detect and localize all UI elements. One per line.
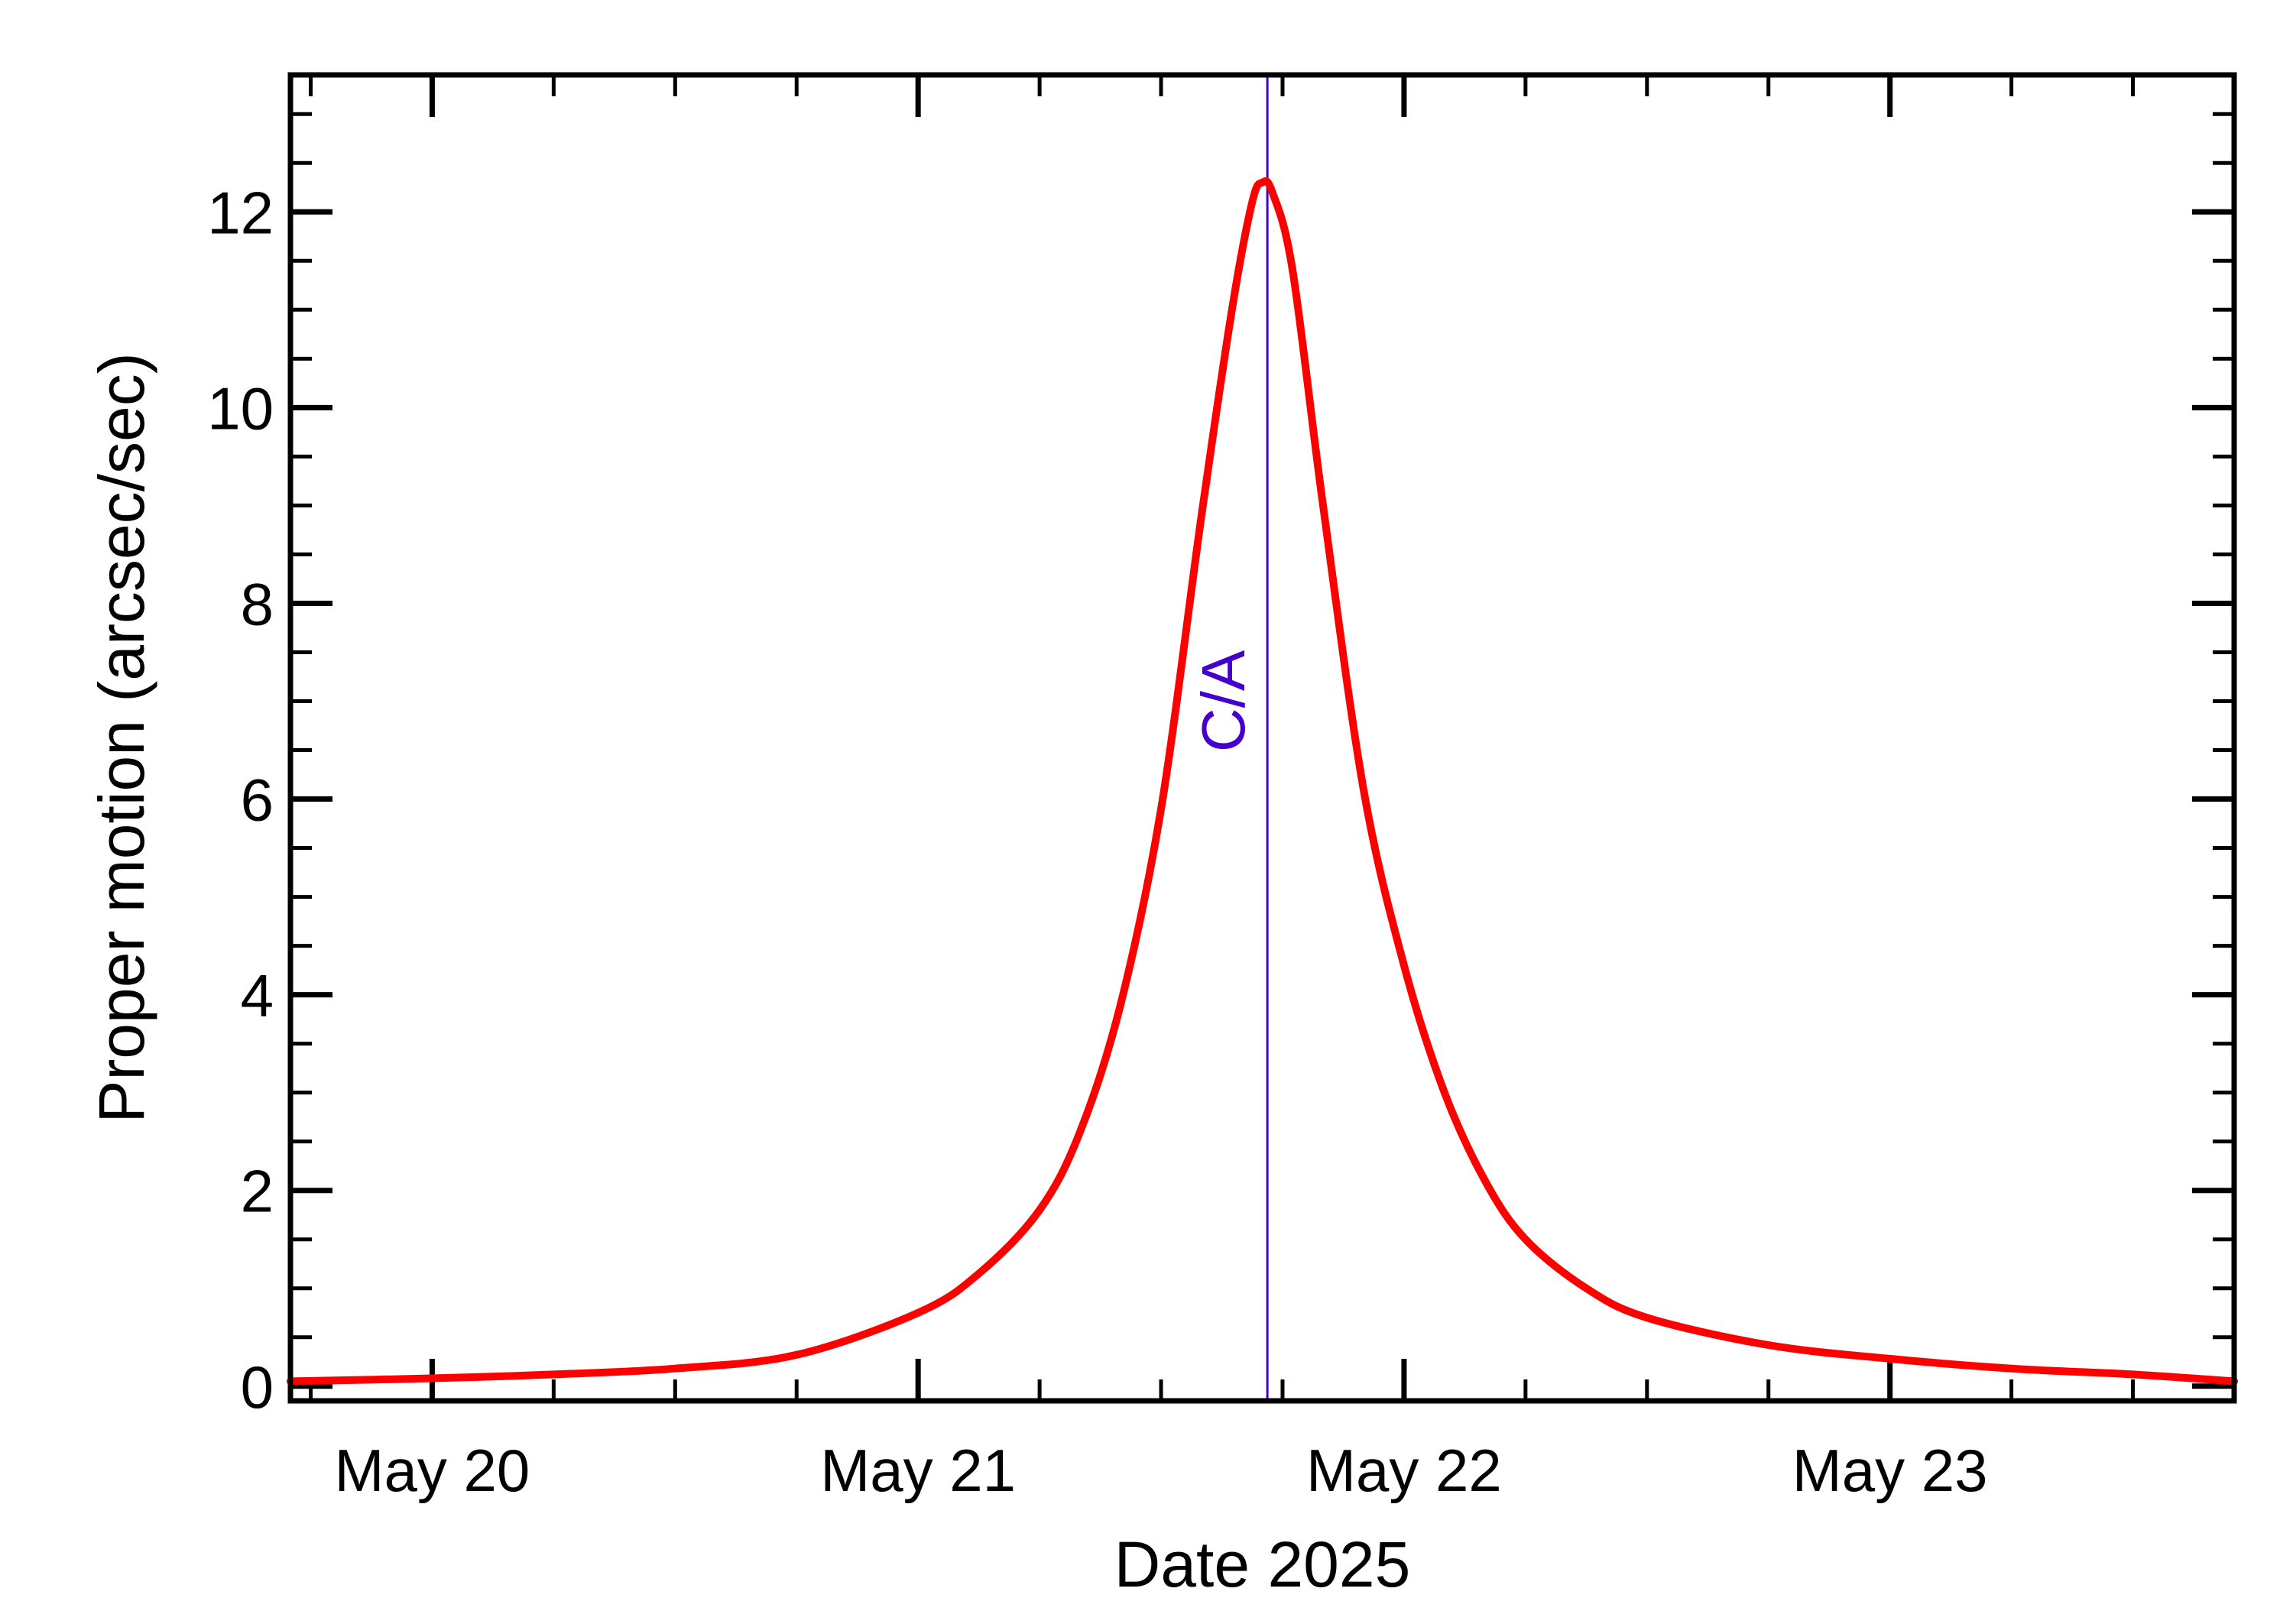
plot-frame xyxy=(287,72,2237,1404)
y-tick-label: 6 xyxy=(241,767,274,834)
y-tick-label: 2 xyxy=(241,1158,274,1225)
y-tick-label: 8 xyxy=(241,570,274,637)
y-tick-label: 0 xyxy=(241,1353,274,1421)
y-tick-label: 12 xyxy=(207,179,274,246)
x-tick-label: May 21 xyxy=(820,1437,1016,1504)
x-axis-title: Date 2025 xyxy=(1114,1528,1411,1600)
y-axis-title: Proper motion (arcsec/sec) xyxy=(86,352,157,1123)
y-tick-label: 4 xyxy=(241,962,274,1029)
series-line xyxy=(287,177,2238,1386)
closest-approach-label: C/A xyxy=(1189,650,1257,752)
major-ticks xyxy=(290,75,2234,1401)
y-tick-label: 10 xyxy=(207,374,274,442)
x-tick-labels: May 20 May 21 May 22 May 23 xyxy=(335,1437,1988,1504)
x-tick-label: May 22 xyxy=(1306,1437,1502,1504)
x-tick-label: May 20 xyxy=(335,1437,530,1504)
minor-ticks xyxy=(290,75,2234,1401)
x-tick-label: May 23 xyxy=(1792,1437,1988,1504)
y-tick-labels: 0 2 4 6 8 10 12 xyxy=(207,179,274,1421)
